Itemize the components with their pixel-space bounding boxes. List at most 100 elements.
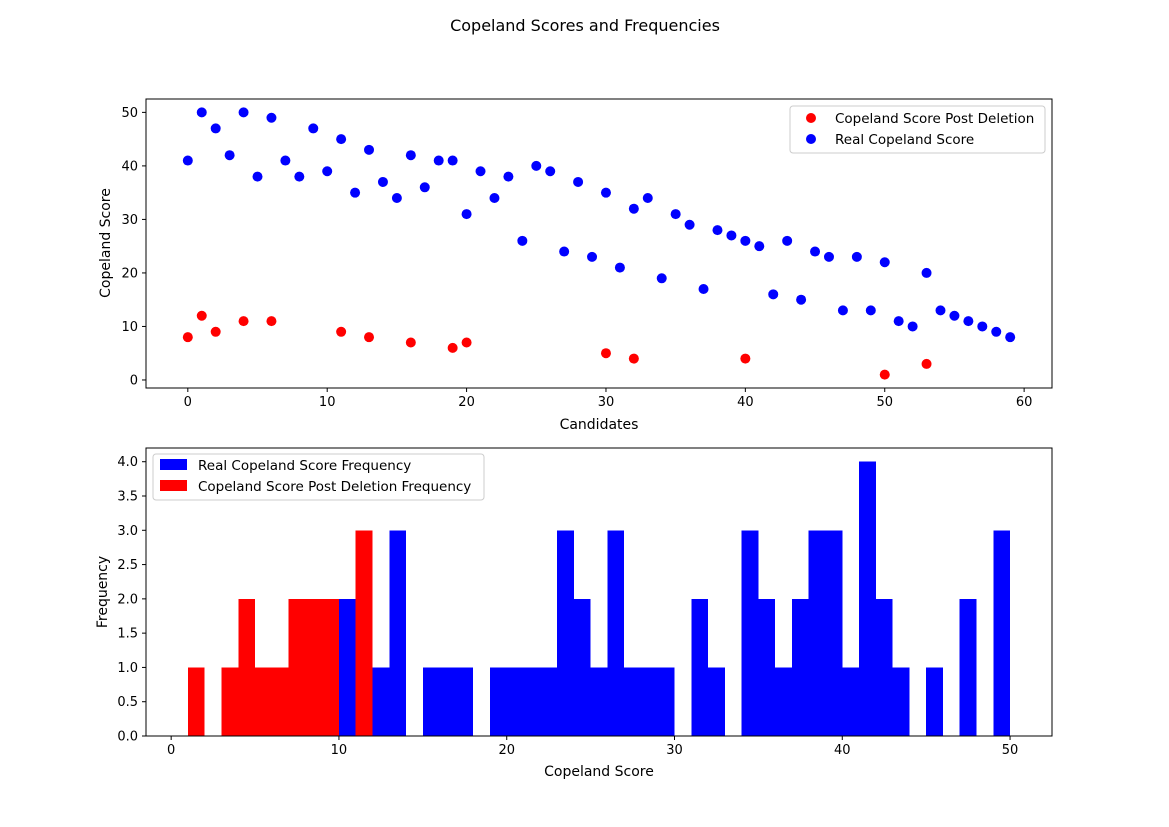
scatter-point-real bbox=[991, 326, 1002, 337]
scatter-point-post-deletion bbox=[196, 310, 207, 321]
histogram-bar-real bbox=[389, 530, 407, 736]
scatter-point-real bbox=[670, 209, 681, 220]
scatter-plot-frame bbox=[145, 98, 1053, 389]
histogram-legend-box bbox=[152, 453, 485, 501]
scatter-point-real bbox=[768, 289, 779, 300]
scatter-x-tick-label: 0 bbox=[184, 395, 192, 410]
scatter-point-real bbox=[879, 257, 890, 268]
histogram-x-tick-label: 30 bbox=[666, 743, 683, 758]
histogram-y-tick-label: 0.5 bbox=[117, 695, 138, 710]
histogram-bar-real bbox=[338, 598, 356, 736]
histogram-bar-post-deletion bbox=[255, 667, 272, 736]
histogram-bar-post-deletion bbox=[305, 598, 323, 736]
scatter-point-real bbox=[935, 305, 946, 316]
histogram-y-tick-label: 3.0 bbox=[117, 524, 138, 539]
scatter-legend: Copeland Score Post Deletion Real Copela… bbox=[789, 105, 1046, 154]
histogram-bar-real bbox=[691, 598, 709, 736]
histogram-x-tick-label: 50 bbox=[1002, 743, 1019, 758]
scatter-x-tick-label: 30 bbox=[598, 395, 615, 410]
scatter-point-real bbox=[475, 166, 486, 177]
scatter-y-tick-label: 10 bbox=[121, 320, 138, 335]
scatter-x-tick-label: 20 bbox=[458, 395, 475, 410]
histogram-bar-real bbox=[590, 667, 608, 736]
histogram-bar-real bbox=[573, 598, 591, 736]
scatter-point-real bbox=[294, 171, 305, 182]
scatter-point-real bbox=[963, 316, 974, 327]
scatter-point-real bbox=[182, 155, 193, 166]
histogram-bar-post-deletion bbox=[187, 667, 205, 736]
legend-marker-post-deletion bbox=[806, 113, 816, 123]
scatter-point-post-deletion bbox=[600, 348, 611, 359]
legend-label-post-deletion: Copeland Score Post Deletion bbox=[835, 111, 1034, 127]
scatter-point-real bbox=[837, 305, 848, 316]
histogram-y-tick-label: 0.0 bbox=[117, 730, 138, 745]
scatter-point-post-deletion bbox=[336, 326, 347, 337]
scatter-point-post-deletion bbox=[879, 369, 890, 380]
scatter-point-real bbox=[712, 225, 723, 236]
scatter-x-tick-label: 10 bbox=[319, 395, 336, 410]
histogram-bar-post-deletion bbox=[271, 667, 289, 736]
scatter-point-real bbox=[600, 187, 611, 198]
scatter-point-real bbox=[196, 107, 207, 118]
histogram-y-tick-label: 4.0 bbox=[117, 455, 138, 470]
scatter-point-post-deletion bbox=[447, 342, 458, 353]
scatter-point-real bbox=[614, 262, 625, 273]
legend-label-real-frequency: Real Copeland Score Frequency bbox=[198, 458, 411, 474]
histogram-bar-real bbox=[624, 667, 641, 736]
scatter-point-real bbox=[587, 251, 598, 262]
scatter-point-real bbox=[391, 193, 402, 204]
scatter-point-real bbox=[336, 134, 347, 145]
histogram-bar-real bbox=[607, 530, 625, 736]
scatter-point-post-deletion bbox=[364, 332, 375, 343]
legend-swatch-real-frequency bbox=[160, 459, 187, 470]
scatter-point-real bbox=[1005, 332, 1016, 343]
scatter-point-post-deletion bbox=[461, 337, 472, 348]
scatter-point-real bbox=[851, 251, 862, 262]
histogram-bar-post-deletion bbox=[355, 530, 373, 736]
scatter-point-post-deletion bbox=[210, 326, 221, 337]
scatter-point-real bbox=[628, 203, 639, 214]
scatter-y-tick-label: 0 bbox=[130, 373, 138, 388]
histogram-bar-real bbox=[657, 667, 675, 736]
histogram-bar-real bbox=[825, 530, 843, 736]
scatter-y-tick-label: 40 bbox=[121, 159, 138, 174]
histogram-bar-post-deletion bbox=[288, 598, 306, 736]
scatter-point-post-deletion bbox=[238, 316, 249, 327]
scatter-point-post-deletion bbox=[266, 316, 277, 327]
scatter-point-real bbox=[949, 310, 960, 321]
scatter-y-tick-label: 50 bbox=[121, 106, 138, 121]
histogram-y-tick-label: 2.0 bbox=[117, 592, 138, 607]
histogram-x-axis-label: Copeland Score bbox=[544, 764, 654, 780]
histogram-bar-real bbox=[489, 667, 507, 736]
scatter-point-post-deletion bbox=[921, 358, 932, 369]
scatter-point-real bbox=[238, 107, 249, 118]
scatter-point-real bbox=[893, 316, 904, 327]
histogram-bar-real bbox=[741, 530, 759, 736]
legend-label-post-deletion-frequency: Copeland Score Post Deletion Frequency bbox=[198, 479, 471, 495]
scatter-point-real bbox=[461, 209, 472, 220]
scatter-point-real bbox=[350, 187, 361, 198]
scatter-marks bbox=[182, 107, 1016, 380]
scatter-x-axis-label: Candidates bbox=[560, 417, 639, 433]
histogram-ticks: 0 10 20 30 40 50 0.0 0.5 1.0 1.5 2.0 2.5 3.0 3.5 4.0 bbox=[117, 455, 1018, 758]
scatter-point-real bbox=[698, 283, 709, 294]
scatter-point-real bbox=[810, 246, 821, 257]
scatter-point-real bbox=[823, 251, 834, 262]
scatter-point-real bbox=[796, 294, 807, 305]
scatter-point-real bbox=[684, 219, 695, 230]
histogram-bar-real bbox=[557, 530, 574, 736]
scatter-point-real bbox=[210, 123, 221, 134]
figure-title: Copeland Scores and Frequencies bbox=[450, 16, 720, 35]
scatter-point-post-deletion bbox=[405, 337, 416, 348]
scatter-x-tick-label: 50 bbox=[876, 395, 893, 410]
histogram-bar-post-deletion bbox=[221, 667, 239, 736]
scatter-y-axis-label: Copeland Score bbox=[98, 188, 114, 298]
scatter-point-real bbox=[865, 305, 876, 316]
legend-marker-real bbox=[806, 134, 816, 144]
scatter-point-real bbox=[559, 246, 570, 257]
scatter-point-real bbox=[377, 176, 388, 187]
histogram-bar-real bbox=[775, 667, 792, 736]
legend-swatch-post-deletion-frequency bbox=[160, 480, 187, 491]
histogram-bar-real bbox=[640, 667, 658, 736]
scatter-x-tick-label: 60 bbox=[1016, 395, 1033, 410]
